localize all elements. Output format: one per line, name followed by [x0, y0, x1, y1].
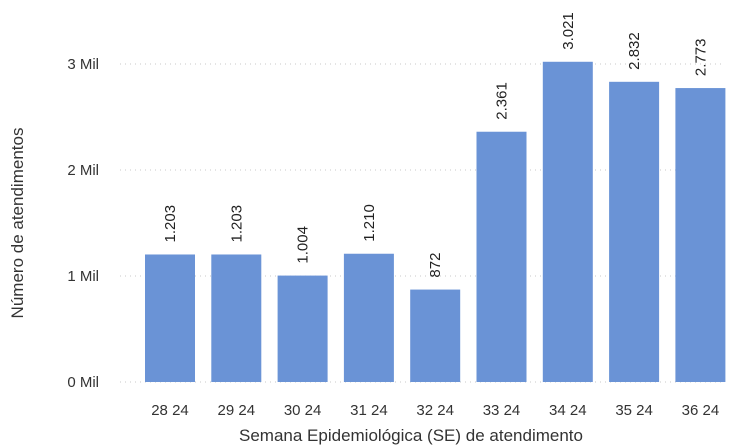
- y-axis-title: Número de atendimentos: [8, 128, 27, 319]
- bar: [675, 88, 726, 382]
- data-label: 3.021: [560, 12, 577, 50]
- data-label: 872: [427, 253, 444, 278]
- y-tick-label: 1 Mil: [67, 268, 99, 285]
- x-tick-label: 31 24: [350, 402, 388, 419]
- bar: [609, 81, 660, 383]
- x-tick-label: 29 24: [218, 402, 256, 419]
- y-tick-label: 0 Mil: [67, 374, 99, 391]
- bar: [410, 289, 461, 382]
- bar: [145, 254, 195, 382]
- x-tick-label: 34 24: [549, 402, 587, 419]
- bar: [211, 254, 262, 382]
- bar: [277, 275, 328, 382]
- data-label: 1.210: [361, 204, 378, 242]
- x-tick-label: 30 24: [284, 402, 322, 419]
- y-tick-label: 3 Mil: [67, 56, 99, 73]
- bar: [476, 131, 527, 382]
- data-label: 2.832: [626, 32, 643, 70]
- data-label: 1.203: [228, 205, 245, 243]
- y-tick-label: 2 Mil: [67, 162, 99, 179]
- x-tick-labels: 28 24 29 24 30 24 31 24 32 24 33 24 34 24 35 24…: [151, 402, 719, 419]
- y-tick-labels: 0 Mil 1 Mil 2 Mil 3 Mil: [67, 56, 99, 391]
- x-tick-label: 28 24: [151, 402, 189, 419]
- data-label: 2.773: [692, 39, 709, 77]
- data-label: 2.361: [494, 82, 511, 120]
- data-label: 1.004: [295, 226, 312, 264]
- x-tick-label: 35 24: [615, 402, 653, 419]
- bar: [343, 253, 394, 382]
- bars: [145, 61, 726, 383]
- data-labels: 1.203 1.203 1.004 1.210 872 2.361 3.021 2.832 2.…: [162, 12, 709, 277]
- x-tick-label: 33 24: [483, 402, 521, 419]
- x-tick-label: 32 24: [416, 402, 454, 419]
- x-tick-label: 36 24: [682, 402, 720, 419]
- data-label: 1.203: [162, 205, 179, 243]
- bar: [542, 61, 593, 383]
- x-axis-title: Semana Epidemiológica (SE) de atendiment…: [239, 426, 583, 445]
